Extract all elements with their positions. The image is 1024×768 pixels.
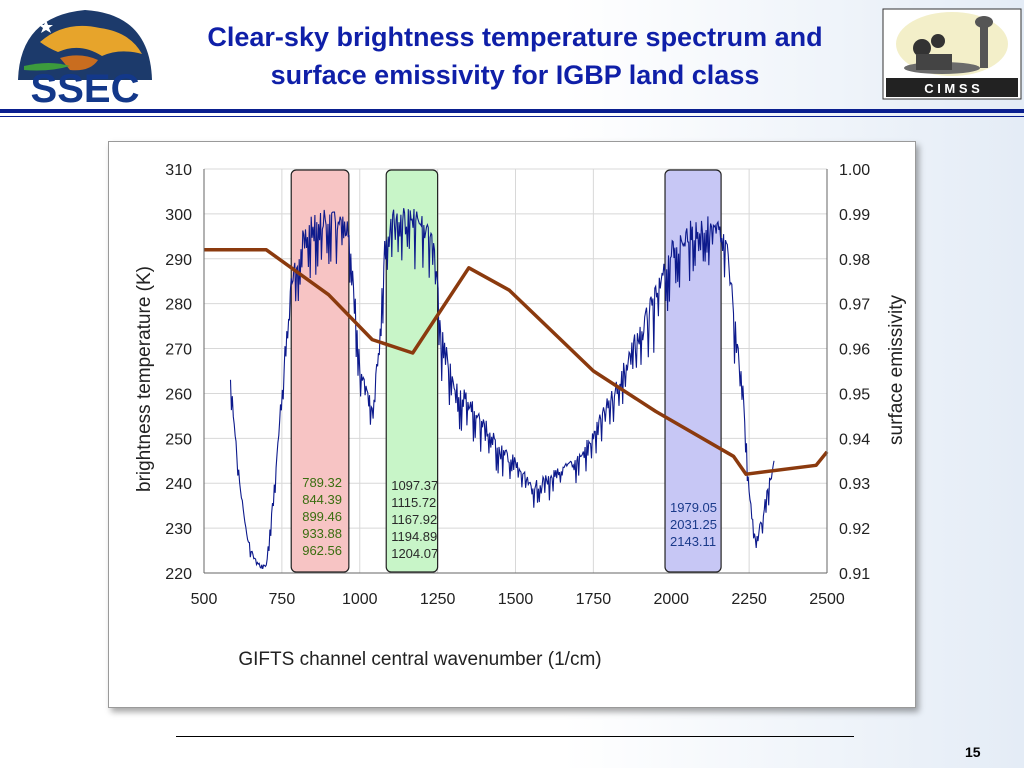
axes: 500 750 1000 1250 1500 1750 2000 2250 2500 220 230…	[165, 162, 870, 608]
y2-tick-label: 1.00	[839, 162, 870, 179]
x-tick-label: 750	[269, 591, 296, 608]
band-2-label: 1204.07	[391, 546, 438, 561]
y2-axis-label: surface emissivity	[886, 295, 907, 445]
y-tick-label: 260	[165, 386, 192, 403]
header-rule	[0, 109, 1024, 113]
ssec-logo: SSEC	[18, 10, 152, 106]
y2-tick-label: 0.97	[839, 297, 870, 314]
band-2-label: 1194.89	[391, 529, 437, 544]
y-tick-label: 240	[165, 476, 192, 493]
band-1-label: 844.39	[302, 492, 342, 507]
y-tick-label: 250	[165, 431, 192, 448]
x-tick-label: 1500	[498, 591, 534, 608]
x-tick-label: 1250	[420, 591, 456, 608]
emissivity-line	[204, 248, 829, 476]
y2-tick-label: 0.94	[839, 431, 870, 448]
band-1-label: 789.32	[302, 475, 342, 490]
title-line-1: Clear-sky brightness temperature spectru…	[207, 22, 823, 52]
y-tick-label: 290	[165, 252, 192, 269]
channel-band-2	[385, 169, 439, 573]
slide-title: Clear-sky brightness temperature spectru…	[150, 18, 880, 94]
band-1-label: 899.46	[302, 509, 342, 524]
y-tick-label: 280	[165, 297, 192, 314]
band-3-label: 2031.25	[670, 517, 717, 532]
y-tick-label: 310	[165, 162, 192, 179]
footer-rule	[176, 736, 854, 737]
y2-tick-label: 0.95	[839, 386, 870, 403]
y-tick-label: 220	[165, 566, 192, 583]
x-tick-label: 1750	[576, 591, 612, 608]
cimss-logo: C I M S S	[882, 8, 1022, 100]
band-labels: 789.32 844.39 899.46 933.88 962.56 1097.37 111…	[302, 475, 717, 561]
page-number: 15	[965, 744, 981, 760]
y2-tick-label: 0.92	[839, 521, 870, 538]
brightness-temperature-series	[229, 208, 775, 570]
y-axis-label: brightness temperature (K)	[134, 266, 155, 492]
x-tick-label: 1000	[342, 591, 378, 608]
x-tick-label: 500	[191, 591, 218, 608]
y-tick-label: 230	[165, 521, 192, 538]
y2-tick-label: 0.91	[839, 566, 870, 583]
y2-tick-label: 0.96	[839, 342, 870, 359]
chart-frame: 789.32 844.39 899.46 933.88 962.56 1097.37 111…	[108, 141, 916, 708]
band-2-label: 1115.72	[391, 495, 436, 510]
band-2-label: 1097.37	[391, 478, 438, 493]
y2-tick-label: 0.98	[839, 252, 870, 269]
x-tick-label: 2000	[653, 591, 689, 608]
band-3-label: 2143.11	[670, 534, 716, 549]
ssec-logo-text: SSEC	[31, 67, 140, 106]
y2-tick-label: 0.93	[839, 476, 870, 493]
band-1-label: 933.88	[302, 526, 342, 541]
emissivity-series	[204, 248, 829, 476]
y2-tick-label: 0.99	[839, 207, 870, 224]
band-3-label: 1979.05	[670, 500, 717, 515]
x-axis-label: GIFTS channel central wavenumber (1/cm)	[238, 649, 601, 670]
chart: 789.32 844.39 899.46 933.88 962.56 1097.37 111…	[134, 162, 907, 670]
y-tick-label: 300	[165, 207, 192, 224]
title-line-2: surface emissivity for IGBP land class	[270, 60, 760, 90]
y-tick-label: 270	[165, 342, 192, 359]
x-tick-label: 2250	[731, 591, 767, 608]
channel-band-1	[290, 169, 350, 573]
x-tick-label: 2500	[809, 591, 845, 608]
brightness-temperature-line	[229, 208, 775, 570]
header-rule-thin	[0, 116, 1024, 117]
band-1-label: 962.56	[302, 543, 342, 558]
cimss-logo-text: C I M S S	[924, 81, 980, 96]
band-2-label: 1167.92	[391, 512, 437, 527]
